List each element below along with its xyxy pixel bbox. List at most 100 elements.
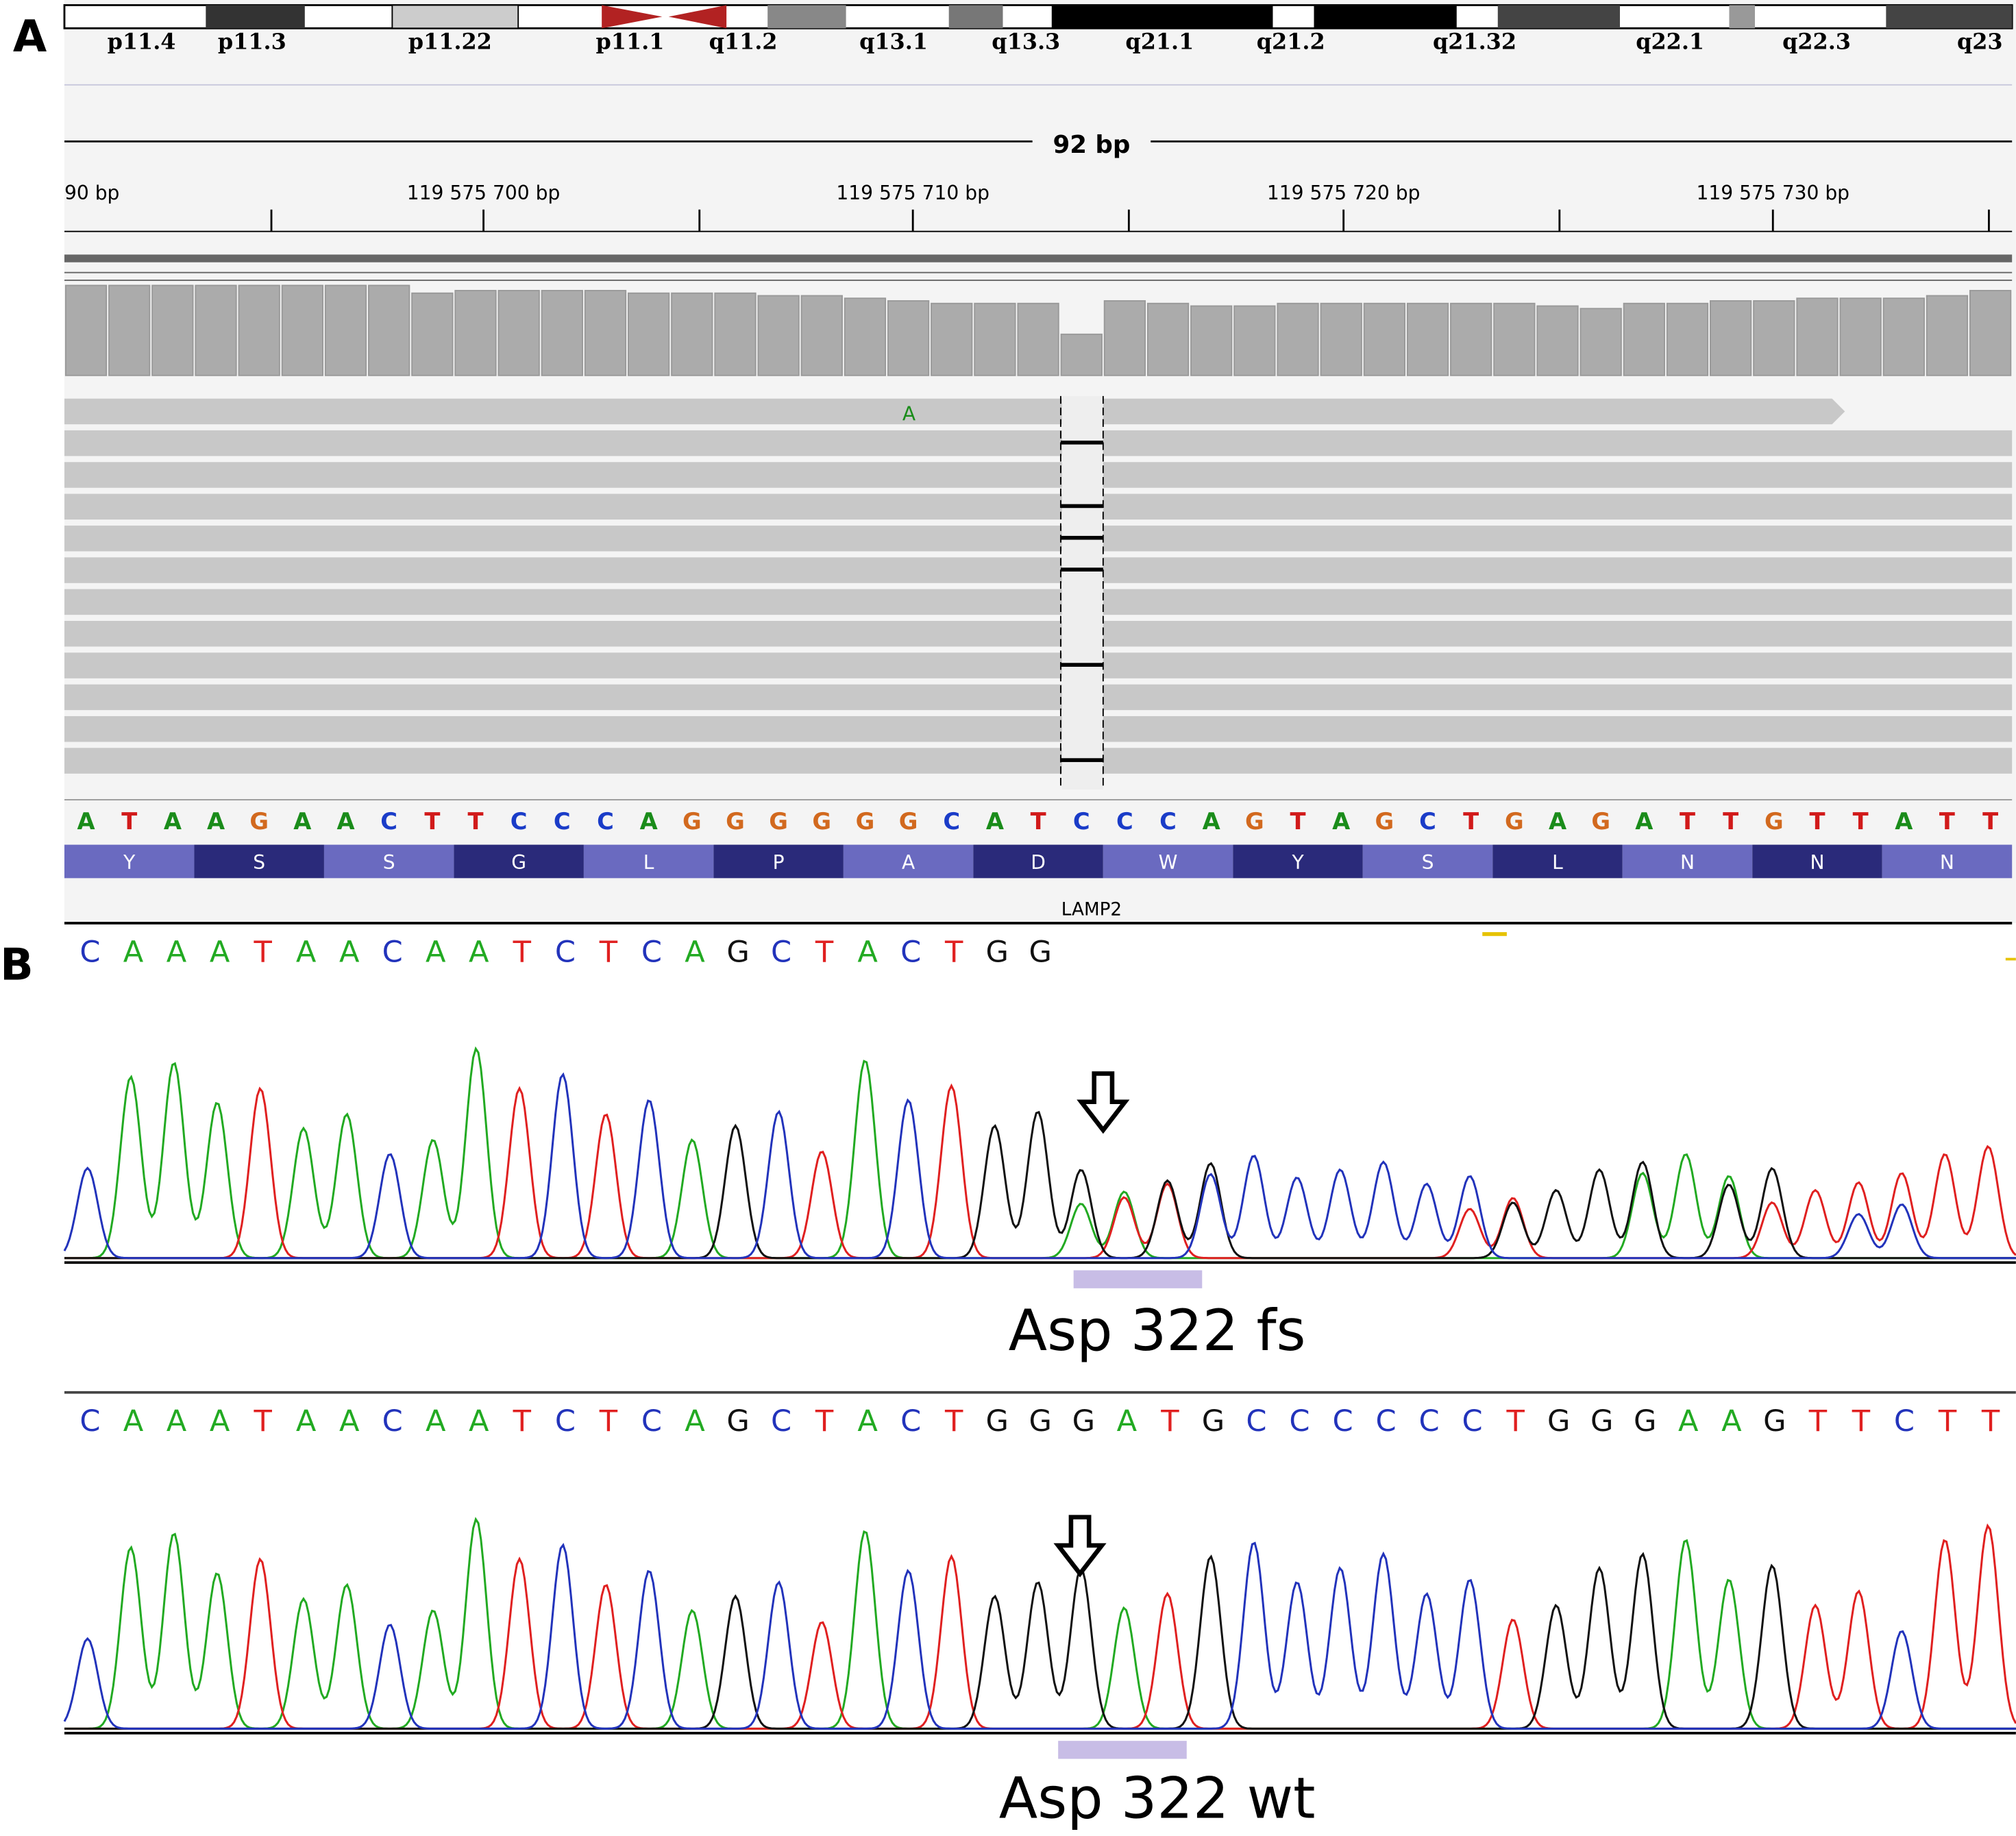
coverage-bar bbox=[1146, 302, 1190, 376]
reference-base: T bbox=[1463, 808, 1479, 835]
amino-acid: N bbox=[1680, 851, 1695, 874]
coverage-bar bbox=[281, 284, 324, 376]
base-call: C bbox=[79, 1404, 100, 1439]
reference-base: C bbox=[1073, 808, 1090, 835]
coverage-bar bbox=[757, 295, 800, 376]
base-call: C bbox=[555, 935, 576, 969]
codon-box bbox=[1882, 844, 2013, 879]
coverage-bar bbox=[1060, 333, 1103, 376]
deletion-bar bbox=[1060, 535, 1103, 540]
coverage-bar bbox=[628, 292, 670, 376]
base-call: G bbox=[1634, 1404, 1656, 1439]
codon-box bbox=[194, 844, 324, 879]
base-call: A bbox=[339, 1404, 360, 1439]
codon-box bbox=[713, 844, 844, 879]
amino-acid: L bbox=[643, 851, 654, 874]
read bbox=[64, 462, 2013, 488]
coverage-bar bbox=[1666, 302, 1709, 376]
coverage-bar bbox=[1190, 305, 1233, 376]
read bbox=[64, 398, 1845, 425]
base-call: T bbox=[1505, 1404, 1525, 1439]
deletion-bar bbox=[1060, 440, 1103, 445]
base-call: G bbox=[1590, 1404, 1613, 1439]
coverage-bar bbox=[1450, 302, 1492, 376]
read bbox=[64, 557, 2013, 583]
base-call: A bbox=[339, 935, 360, 969]
reference-base: C bbox=[1159, 808, 1177, 835]
base-call: A bbox=[1678, 1404, 1699, 1439]
deletion-bar bbox=[1060, 567, 1103, 572]
codon-box bbox=[1752, 844, 1882, 879]
base-call: T bbox=[944, 1404, 963, 1439]
reference-base: T bbox=[1680, 808, 1695, 835]
reference-base: A bbox=[164, 808, 182, 835]
panel-label: A bbox=[13, 12, 47, 62]
reference-base: G bbox=[899, 808, 918, 835]
reference-base: A bbox=[1332, 808, 1350, 835]
wildtype-chromatogram bbox=[63, 1517, 2016, 1730]
base-call: C bbox=[641, 935, 662, 969]
band-label: q13.3 bbox=[992, 28, 1060, 54]
base-call: A bbox=[296, 1404, 317, 1439]
reference-base: C bbox=[554, 808, 571, 835]
base-call: G bbox=[1547, 1404, 1570, 1439]
coverage-bar bbox=[1536, 305, 1579, 376]
ruler-label: 119 575 710 bp bbox=[836, 182, 989, 204]
coverage-bar bbox=[454, 290, 497, 376]
base-call: C bbox=[1375, 1404, 1396, 1439]
base-call: T bbox=[599, 935, 618, 969]
base-call: A bbox=[210, 1404, 230, 1439]
coverage-bar bbox=[1926, 295, 1969, 376]
caption: Asp 322 wt bbox=[999, 1766, 1316, 1832]
coverage-bar bbox=[195, 284, 237, 376]
reference-base: T bbox=[1809, 808, 1825, 835]
coverage-bar bbox=[497, 290, 540, 376]
codon-box bbox=[1362, 844, 1493, 879]
coverage-bar bbox=[1882, 297, 1925, 376]
reference-base: T bbox=[1031, 808, 1046, 835]
codon-box bbox=[1103, 844, 1233, 879]
read bbox=[64, 430, 2013, 456]
reference-base: G bbox=[249, 808, 269, 835]
band-label: q23 bbox=[1957, 28, 2003, 54]
mismatch-base: A bbox=[902, 402, 915, 425]
base-call: G bbox=[986, 935, 1009, 969]
panel-label: B bbox=[0, 940, 34, 991]
reference-base: C bbox=[1419, 808, 1436, 835]
amino-acid: S bbox=[383, 851, 395, 874]
reference-base: A bbox=[1635, 808, 1653, 835]
base-call: T bbox=[599, 1404, 618, 1439]
base-call: A bbox=[857, 935, 878, 969]
coverage-bar bbox=[931, 302, 973, 376]
reference-base: C bbox=[597, 808, 614, 835]
base-call: A bbox=[1721, 1404, 1742, 1439]
band-label: p11.1 bbox=[595, 28, 664, 54]
reference-base: G bbox=[1505, 808, 1524, 835]
codon-box bbox=[583, 844, 714, 879]
base-call: G bbox=[1763, 1404, 1786, 1439]
base-call: A bbox=[469, 1404, 489, 1439]
base-call: C bbox=[1246, 1404, 1266, 1439]
amino-acid: S bbox=[253, 851, 265, 874]
reference-base: T bbox=[1982, 808, 1998, 835]
coverage-bar bbox=[541, 290, 583, 376]
base-call: A bbox=[426, 1404, 446, 1439]
reference-base: A bbox=[1549, 808, 1566, 835]
coverage-bar bbox=[844, 297, 887, 376]
read bbox=[64, 652, 2013, 678]
coverage-bar bbox=[108, 284, 151, 376]
reference-base: G bbox=[683, 808, 702, 835]
base-call: A bbox=[167, 935, 187, 969]
ideogram: p11.4 p11.3 p11.22 p11.1 q11.2 q13.1 q13.3 q21.… bbox=[63, 4, 2013, 54]
codon-box bbox=[843, 844, 974, 879]
coverage-bar bbox=[1753, 300, 1795, 376]
read bbox=[64, 493, 2013, 520]
base-call: G bbox=[726, 935, 749, 969]
base-call: C bbox=[1894, 1404, 1915, 1439]
coverage-bar bbox=[1320, 302, 1362, 376]
ruler-label: 119 575 730 bp bbox=[1696, 182, 1849, 204]
coverage-bar bbox=[800, 295, 843, 376]
